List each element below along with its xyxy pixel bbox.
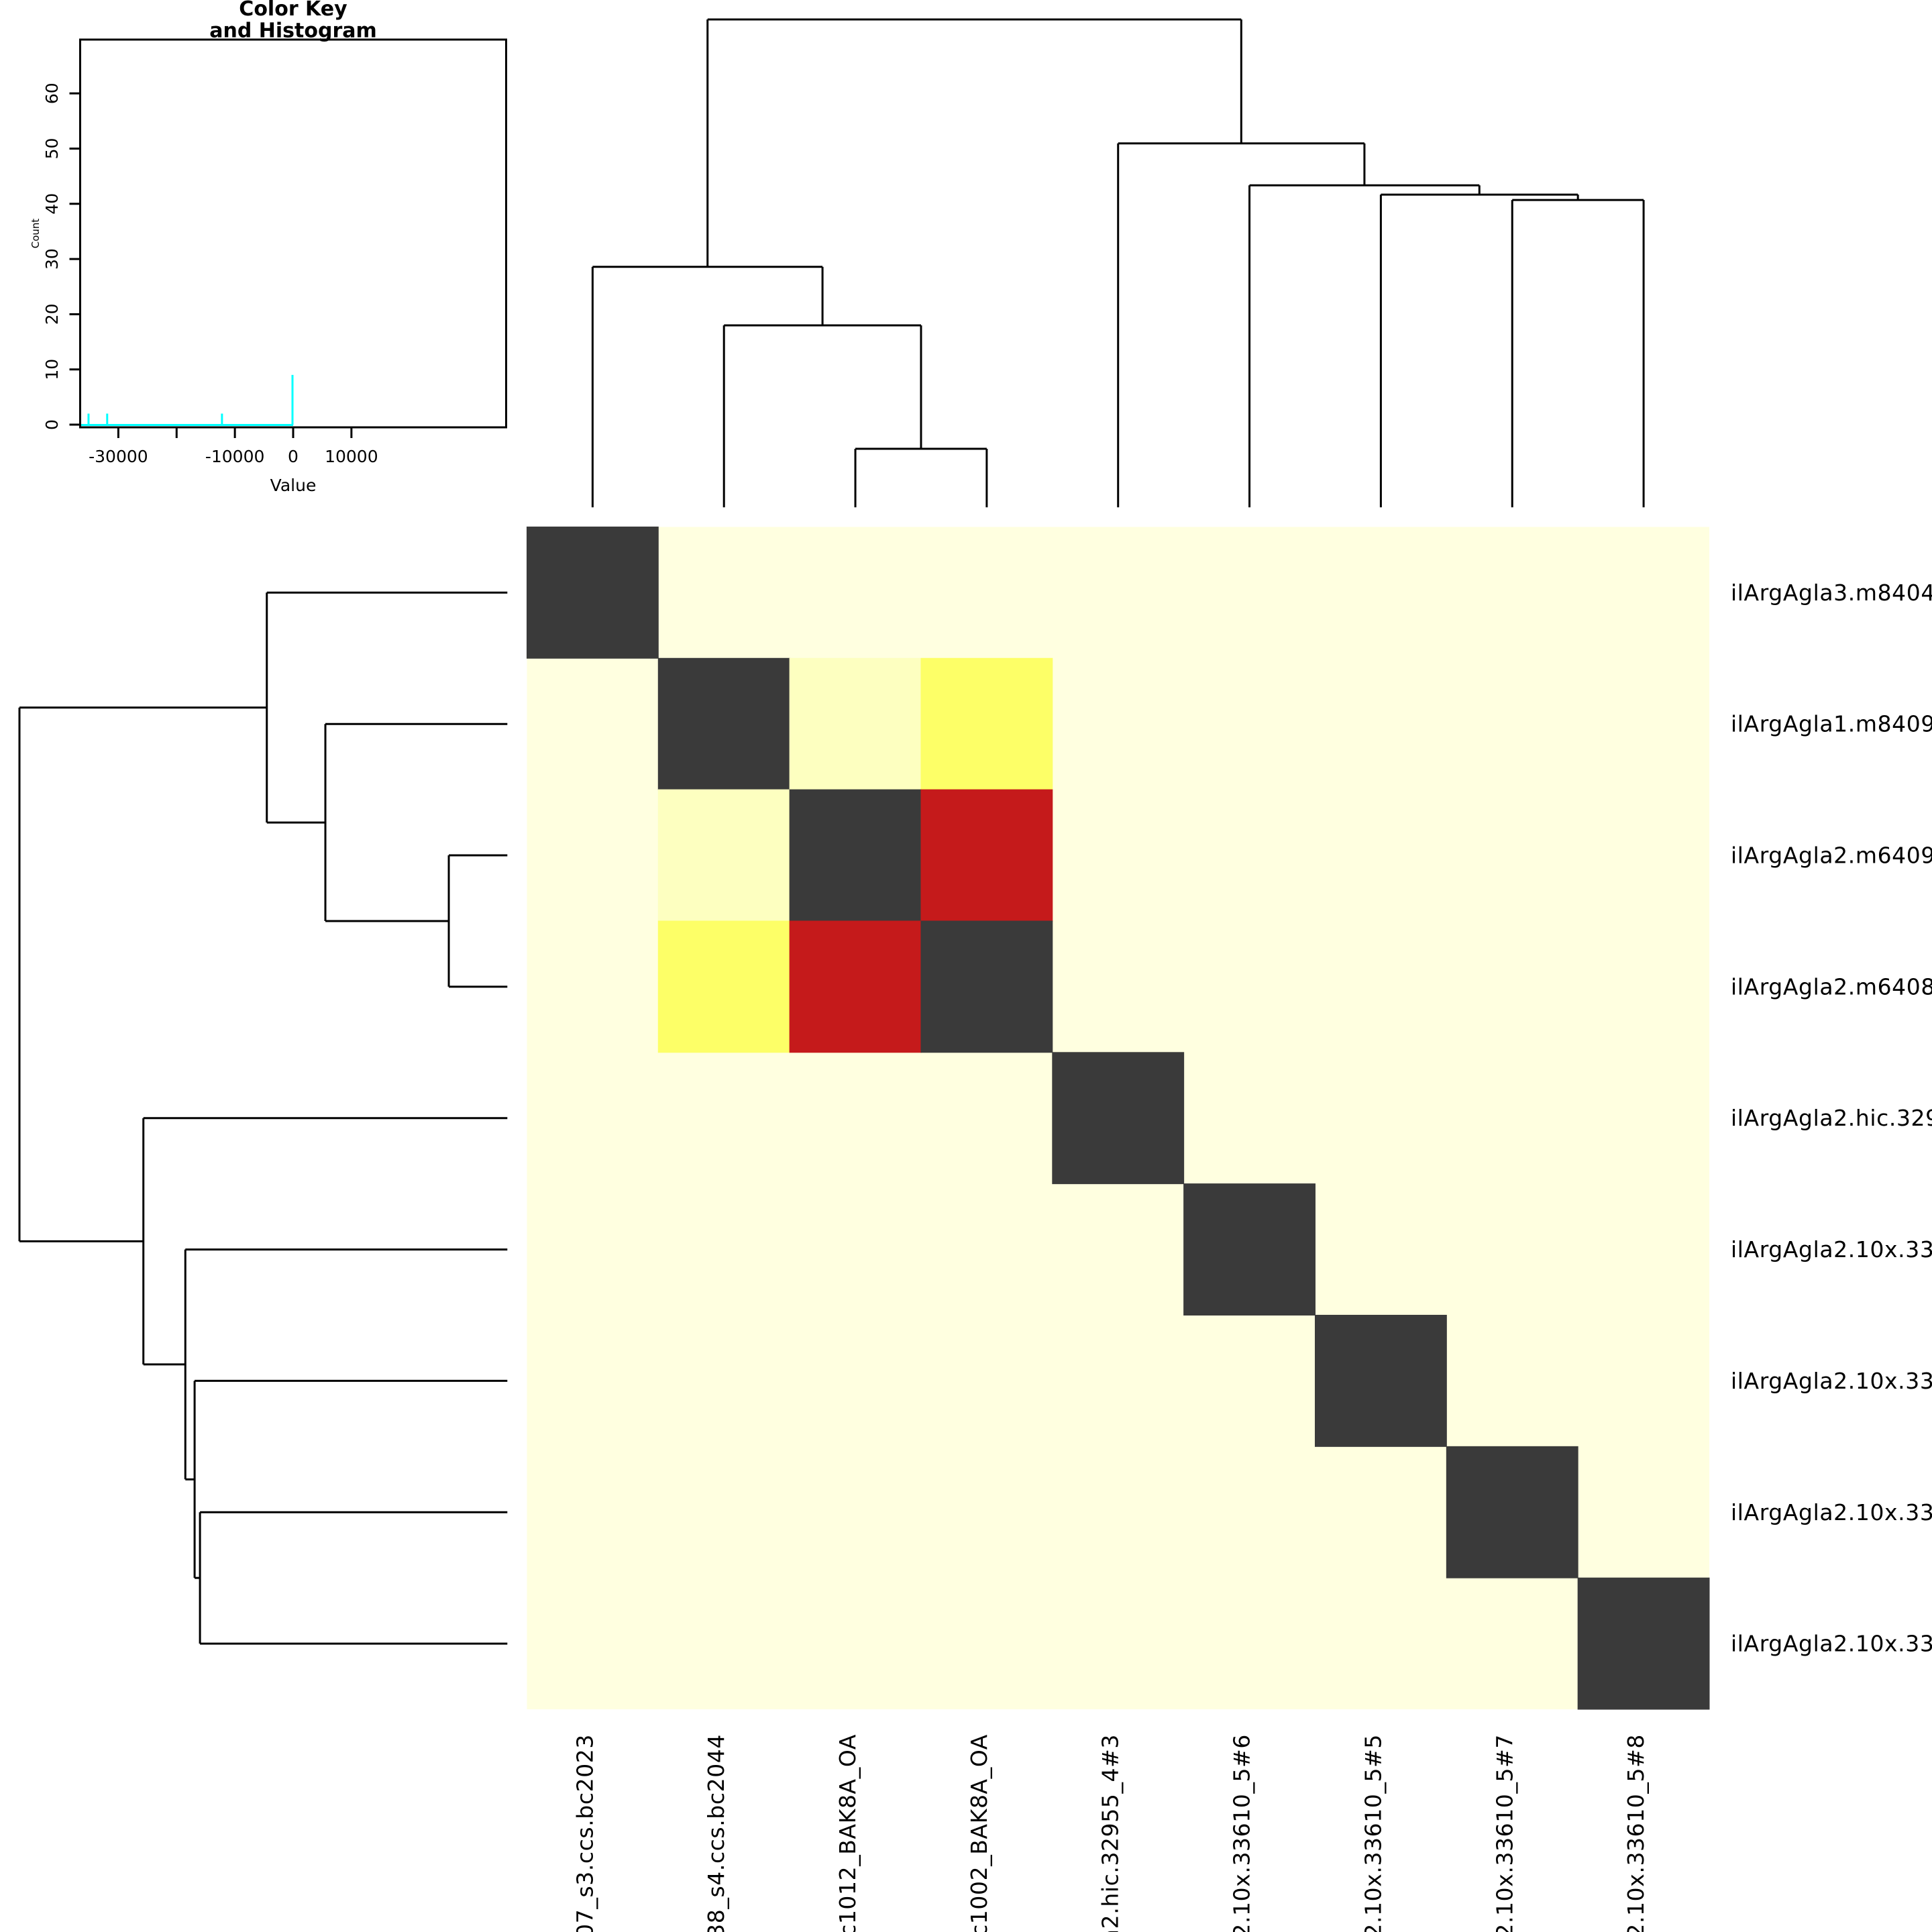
heatmap-cell-r2-c2 xyxy=(657,657,790,790)
row-label-4: ilArgAgla2.m64089 xyxy=(1731,973,1932,1000)
row-label-6: ilArgAgla2.10x.3361 xyxy=(1731,1236,1932,1263)
col-label-3: cs.bc1012_BAK8A_OA xyxy=(835,1734,861,1932)
color-key-box xyxy=(79,38,507,429)
color-key-xlabel: Value xyxy=(270,476,317,495)
chart-generated-content: -30000 -10000 0 10000 0 10 20 30 40 50 60 ilArgAgla… xyxy=(18,18,1932,1932)
y-axis-tick-label-0: 0 xyxy=(42,419,62,430)
y-axis-tick-label-6: 60 xyxy=(42,83,62,104)
heatmap-cell-r8-c8 xyxy=(1446,1446,1578,1578)
row-label-2: ilArgAgla1.m84098 xyxy=(1731,711,1932,737)
y-axis-tick-label-5: 50 xyxy=(42,138,62,160)
col-label-4: cs.bc1002_BAK8A_OA xyxy=(966,1734,992,1932)
col-label-1: 0407_s3.ccs.bc2023 xyxy=(572,1734,598,1932)
col-label-9: la2.10x.33610_5#8 xyxy=(1623,1734,1649,1932)
heatmap-cell-r4-c4 xyxy=(920,920,1053,1053)
heatmap-cell-r4-c2 xyxy=(657,920,790,1053)
col-label-5: la2.hic.32955_4#3 xyxy=(1097,1734,1124,1932)
heatmap-cell-r3-c3 xyxy=(789,789,922,922)
col-label-2: 0338_s4.ccs.bc2044 xyxy=(703,1734,729,1932)
col-label-8: la2.10x.33610_5#7 xyxy=(1491,1734,1517,1932)
row-label-9: ilArgAgla2.10x.3361 xyxy=(1731,1631,1932,1657)
y-axis-tick-label-1: 10 xyxy=(42,359,62,380)
y-axis-tick-label-4: 40 xyxy=(42,193,62,215)
heatmap-cell-r5-c5 xyxy=(1052,1052,1185,1185)
y-axis-tick-label-2: 20 xyxy=(42,303,62,325)
color-key-title-line1: Color Key xyxy=(239,0,347,21)
row-label-3: ilArgAgla2.m64095 xyxy=(1731,843,1932,869)
col-label-7: la2.10x.33610_5#5 xyxy=(1360,1734,1386,1932)
x-axis-tick-label-0: -30000 xyxy=(89,447,148,466)
heatmap-cell-r3-c4 xyxy=(920,789,1053,922)
heatmap-cell-r3-c2 xyxy=(657,789,790,922)
row-label-8: ilArgAgla2.10x.3361 xyxy=(1731,1499,1932,1525)
x-axis-tick-label-2: -10000 xyxy=(205,447,265,466)
heatmap-cell-r2-c4 xyxy=(920,657,1053,790)
heatmap-cell-r7-c7 xyxy=(1314,1314,1447,1447)
x-axis-tick-label-4: 10000 xyxy=(325,447,378,466)
col-label-6: la2.10x.33610_5#6 xyxy=(1229,1734,1255,1932)
x-axis-tick-label-3: 0 xyxy=(288,447,299,466)
heatmap-cell-r6-c6 xyxy=(1183,1183,1316,1316)
row-label-5: ilArgAgla2.hic.3295 xyxy=(1731,1105,1932,1131)
heatmap-cell-r4-c3 xyxy=(789,920,922,1053)
color-key-ylabel: Count xyxy=(30,219,42,249)
heatmap-cell-r2-c3 xyxy=(789,657,922,790)
row-label-7: ilArgAgla2.10x.3361 xyxy=(1731,1368,1932,1394)
y-axis-tick-label-3: 30 xyxy=(42,248,62,270)
heatmap-cell-r9-c9 xyxy=(1577,1577,1710,1710)
heatmap-cell-r1-c1 xyxy=(526,526,659,659)
row-label-1: ilArgAgla3.m84046 xyxy=(1731,580,1932,606)
